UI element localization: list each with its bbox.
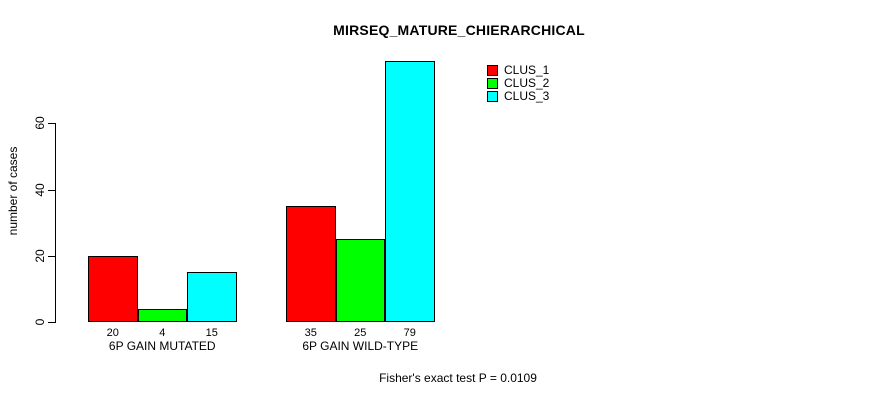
chart-title: MIRSEQ_MATURE_CHIERARCHICAL bbox=[333, 22, 585, 38]
y-axis-line bbox=[55, 123, 56, 323]
legend-item: CLUS_1 bbox=[487, 64, 549, 77]
x-category-label: 6P GAIN MUTATED bbox=[108, 339, 216, 353]
legend: CLUS_1 CLUS_2 CLUS_3 bbox=[487, 64, 549, 103]
y-tick-label: 40 bbox=[33, 182, 47, 197]
bar-value-label: 79 bbox=[403, 327, 416, 339]
bar-clus-1-group-0 bbox=[88, 255, 138, 322]
y-tick-mark bbox=[48, 322, 55, 323]
legend-swatch-icon bbox=[487, 91, 498, 102]
bar-clus-3-group-0 bbox=[187, 272, 237, 322]
legend-label: CLUS_3 bbox=[504, 89, 550, 103]
y-tick-mark bbox=[48, 189, 55, 191]
bar-clus-3-group-1 bbox=[385, 60, 435, 322]
legend-swatch-icon bbox=[487, 65, 498, 76]
x-category-label: 6P GAIN WILD-TYPE bbox=[302, 339, 419, 353]
legend-item: CLUS_3 bbox=[487, 90, 549, 103]
bar-clus-1-group-1 bbox=[286, 206, 336, 322]
y-axis-label: number of cases bbox=[6, 146, 20, 236]
y-tick-mark bbox=[48, 255, 55, 257]
legend-swatch-icon bbox=[487, 78, 498, 89]
y-tick-label: 60 bbox=[33, 116, 47, 131]
bar-value-label: 35 bbox=[304, 327, 317, 339]
bar-value-label: 25 bbox=[354, 327, 367, 339]
bar-value-label: 15 bbox=[205, 327, 218, 339]
bar-value-label: 20 bbox=[106, 327, 119, 339]
bar-value-label: 4 bbox=[159, 327, 166, 339]
y-tick-label: 0 bbox=[33, 318, 47, 326]
bar-clus-2-group-1 bbox=[335, 239, 385, 322]
y-tick-label: 20 bbox=[33, 249, 47, 263]
legend-label: CLUS_2 bbox=[504, 76, 550, 90]
annotation-text: Fisher's exact test P = 0.0109 bbox=[379, 371, 537, 385]
legend-item: CLUS_2 bbox=[487, 77, 549, 90]
legend-label: CLUS_1 bbox=[504, 63, 550, 77]
y-tick-mark bbox=[48, 123, 55, 125]
bar-clus-2-group-0 bbox=[137, 308, 187, 322]
